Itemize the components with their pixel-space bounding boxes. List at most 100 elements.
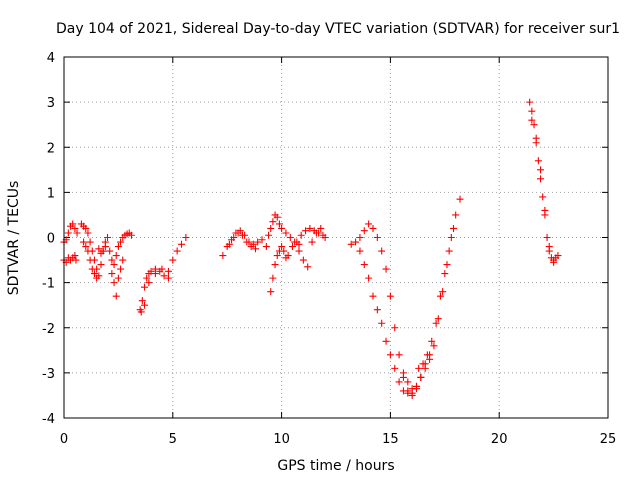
- data-point: [82, 224, 90, 232]
- data-point: [93, 274, 101, 282]
- data-point: [71, 224, 79, 232]
- data-point: [352, 238, 360, 246]
- data-point: [262, 243, 270, 251]
- y-tick-label: 1: [47, 186, 55, 201]
- data-point: [528, 107, 536, 115]
- data-point: [225, 240, 233, 248]
- data-point: [306, 224, 314, 232]
- data-point: [164, 274, 172, 282]
- data-point: [404, 378, 412, 386]
- y-tick-label: -2: [42, 322, 55, 337]
- data-point: [312, 229, 320, 237]
- data-point: [80, 238, 88, 246]
- data-point: [304, 263, 312, 271]
- data-point: [278, 224, 286, 232]
- y-tick-label: 4: [47, 51, 55, 66]
- data-point: [141, 283, 149, 291]
- data-point: [408, 385, 416, 393]
- data-point: [86, 238, 94, 246]
- data-point: [143, 274, 151, 282]
- data-point: [413, 382, 421, 390]
- axis-ticks: 0 5 10 15 20 25 -4 -3 -2 -1 0 1 2 3 4: [42, 51, 616, 447]
- data-point: [88, 265, 96, 273]
- data-point: [378, 319, 386, 327]
- data-point: [86, 256, 94, 264]
- data-point: [432, 319, 440, 327]
- data-point: [386, 292, 394, 300]
- data-point: [151, 270, 159, 278]
- data-point: [99, 247, 107, 255]
- data-point: [82, 243, 90, 251]
- x-tick-label: 25: [600, 432, 617, 447]
- data-point: [537, 166, 545, 174]
- data-point: [378, 247, 386, 255]
- x-axis-label: GPS time / hours: [277, 458, 394, 474]
- data-point: [169, 256, 177, 264]
- chart-title: Day 104 of 2021, Sidereal Day-to-day VTE…: [56, 21, 620, 37]
- data-point: [110, 261, 118, 269]
- data-point: [532, 134, 540, 142]
- data-point: [419, 360, 427, 368]
- data-point: [141, 301, 149, 309]
- data-point: [417, 373, 425, 381]
- grid-lines: [64, 57, 608, 418]
- data-point: [254, 238, 262, 246]
- data-point: [386, 351, 394, 359]
- data-point: [71, 252, 79, 260]
- data-point: [428, 337, 436, 345]
- data-point: [160, 272, 168, 280]
- y-tick-label: 3: [47, 96, 55, 111]
- data-point: [265, 231, 273, 239]
- data-point: [178, 240, 186, 248]
- data-point: [101, 243, 109, 251]
- data-point: [369, 224, 377, 232]
- data-point: [112, 252, 120, 260]
- data-point: [545, 243, 553, 251]
- data-point: [360, 261, 368, 269]
- data-point: [112, 292, 120, 300]
- data-point: [243, 238, 251, 246]
- data-point: [365, 220, 373, 228]
- y-tick-label: -1: [42, 277, 55, 292]
- data-point: [95, 245, 103, 253]
- data-point: [288, 243, 296, 251]
- data-point: [84, 229, 92, 237]
- data-point: [382, 265, 390, 273]
- data-point: [117, 265, 125, 273]
- data-point: [158, 265, 166, 273]
- data-point: [297, 231, 305, 239]
- data-point: [391, 324, 399, 332]
- data-point: [539, 193, 547, 201]
- data-point: [426, 355, 434, 363]
- data-point: [138, 297, 146, 305]
- data-point: [537, 175, 545, 183]
- data-point: [356, 247, 364, 255]
- data-point: [399, 369, 407, 377]
- data-point: [271, 261, 279, 269]
- data-point: [302, 227, 310, 235]
- x-tick-label: 20: [491, 432, 508, 447]
- data-point: [423, 351, 431, 359]
- data-point: [395, 378, 403, 386]
- y-tick-label: 0: [47, 232, 55, 247]
- data-point: [269, 274, 277, 282]
- data-point: [173, 247, 181, 255]
- data-point: [127, 231, 135, 239]
- data-point: [395, 351, 403, 359]
- data-point: [415, 364, 423, 372]
- data-point: [369, 292, 377, 300]
- data-point: [269, 218, 277, 226]
- data-point: [278, 243, 286, 251]
- data-point: [293, 238, 301, 246]
- data-point: [528, 116, 536, 124]
- data-points: [60, 98, 562, 399]
- data-point: [356, 234, 364, 241]
- data-point: [526, 98, 534, 106]
- data-point: [114, 274, 122, 282]
- data-point: [295, 247, 303, 255]
- data-point: [104, 234, 112, 241]
- data-point: [399, 387, 407, 395]
- data-point: [443, 261, 451, 269]
- data-point: [137, 308, 145, 316]
